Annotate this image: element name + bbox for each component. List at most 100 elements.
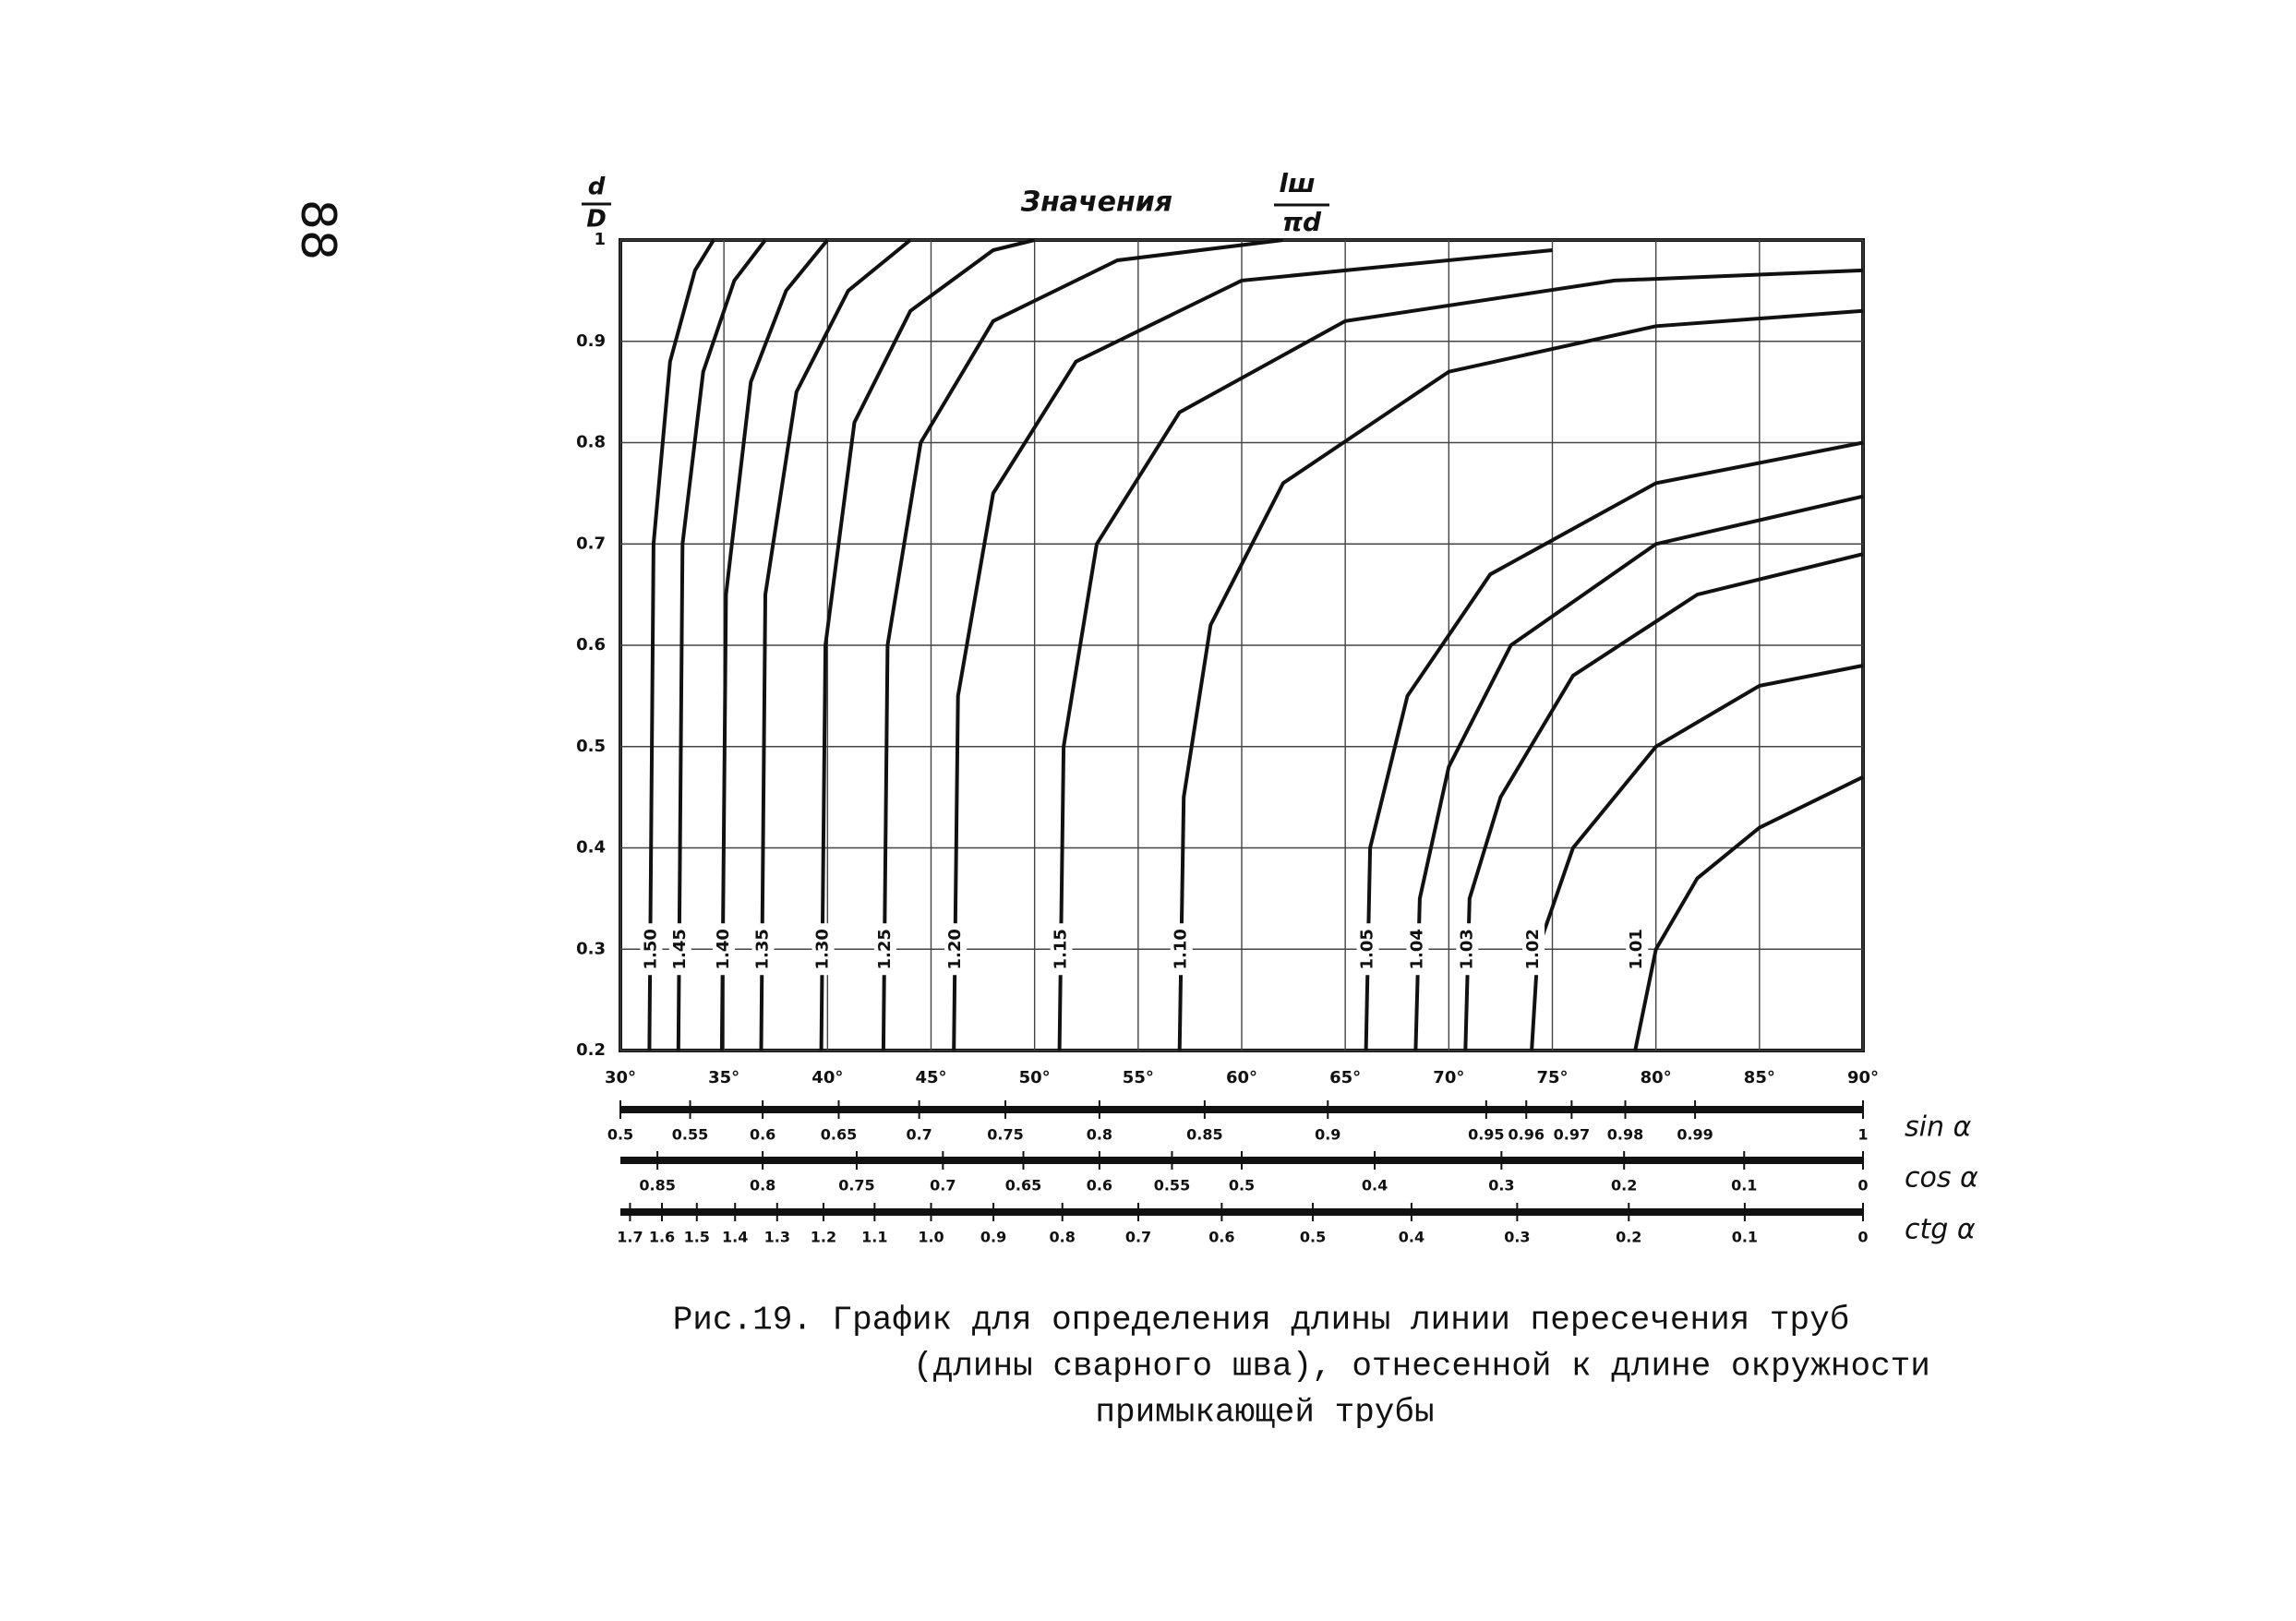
caption-line: Рис.19. График для определения длины лин… [673, 1302, 1850, 1339]
y-tick-label: 0.7 [576, 534, 606, 553]
scale-tick-label: 0.2 [1616, 1229, 1641, 1246]
x-tick-label: 45° [915, 1068, 946, 1087]
scale-tick-label: 0.1 [1732, 1229, 1758, 1246]
scale-tick-label: 0.95 [1468, 1126, 1504, 1144]
curve [676, 238, 767, 1051]
caption-line: (длины сварного шва), отнесенной к длине… [913, 1348, 1930, 1386]
label-bg [1356, 923, 1379, 976]
y-label-bottom: D [586, 206, 607, 234]
y-tick-label: 0.4 [576, 838, 606, 858]
scale-tick-label: 0.9 [980, 1229, 1006, 1246]
scale-tick-label: 1.7 [617, 1229, 643, 1246]
scale-tick-label: 0.96 [1508, 1126, 1544, 1144]
label-bg [1170, 923, 1193, 976]
scale-tick-label: 0.7 [930, 1177, 956, 1195]
y-label-top: d [588, 174, 606, 201]
scale-tick-label: 0.3 [1504, 1229, 1530, 1246]
curve-label: 1.35 [753, 929, 773, 969]
curve [759, 238, 912, 1051]
scale-tick-label: 0.3 [1488, 1177, 1514, 1195]
y-tick-label: 1 [594, 230, 606, 249]
curve [1364, 440, 1864, 1051]
scale-tick-label: 0.6 [1087, 1177, 1112, 1195]
curve-label: 1.05 [1358, 929, 1377, 969]
title-fraction-top: lш [1279, 168, 1315, 198]
scale-tick-label: 0.5 [1229, 1177, 1255, 1195]
scale-tick-label: 0.85 [1186, 1126, 1222, 1144]
scale-tick-label: 0.97 [1554, 1126, 1590, 1144]
label-bg [668, 923, 691, 976]
y-tick-label: 0.8 [576, 433, 606, 452]
x-tick-label: 30° [605, 1068, 636, 1087]
x-tick-label: 55° [1123, 1068, 1154, 1087]
scale-tick-label: 0.5 [1300, 1229, 1326, 1246]
page-number: 88 [290, 199, 345, 260]
curve [1530, 664, 1864, 1051]
curve [881, 238, 1284, 1051]
scale-tick-label: 0.7 [906, 1126, 932, 1144]
scale-tick-label: 0.9 [1315, 1126, 1340, 1144]
curve-label: 1.03 [1457, 929, 1476, 969]
label-bg [1522, 923, 1545, 976]
x-tick-label: 50° [1019, 1068, 1051, 1087]
curve-label: 1.15 [1052, 929, 1071, 969]
x-tick-label: 70° [1433, 1068, 1464, 1087]
label-bg [751, 923, 775, 976]
x-tick-label: 90° [1847, 1068, 1879, 1087]
title-fraction-bottom: πd [1282, 207, 1322, 237]
scale-tick-label: 0.4 [1399, 1229, 1424, 1246]
curve [1177, 308, 1864, 1051]
scale-tick-label: 1.2 [811, 1229, 836, 1246]
caption-line: примыкающей трубы [1095, 1394, 1434, 1432]
y-tick-label: 0.6 [576, 635, 606, 654]
label-bg [873, 923, 896, 976]
label-bg [811, 923, 835, 976]
x-tick-label: 75° [1536, 1068, 1568, 1087]
label-bg [1456, 923, 1479, 976]
label-bg [1050, 923, 1073, 976]
curve [1633, 774, 1864, 1051]
label-bg [712, 923, 735, 976]
scale-tick-label: 1.5 [684, 1229, 710, 1246]
curve [1463, 552, 1864, 1051]
scale-tick-label: 1.1 [861, 1229, 887, 1246]
curve-label: 1.02 [1523, 929, 1543, 969]
scale-tick-label: 0.75 [838, 1177, 874, 1195]
label-bg [640, 923, 663, 976]
label-bg [1406, 923, 1429, 976]
scale-tick-label: 0.7 [1125, 1229, 1151, 1246]
scale-tick-label: 0.55 [672, 1126, 708, 1144]
curve-label: 1.10 [1172, 929, 1191, 969]
x-tick-label: 85° [1744, 1068, 1775, 1087]
scale-tick-label: 0.75 [987, 1126, 1023, 1144]
curve [1057, 268, 1864, 1051]
scale-tick-label: 1.6 [649, 1229, 675, 1246]
scale-label: cos α [1905, 1162, 1978, 1195]
y-tick-label: 0.9 [576, 331, 606, 351]
scale-tick-label: 0.65 [1005, 1177, 1041, 1195]
scale-label: sin α [1905, 1111, 1972, 1144]
scale-tick-label: 1 [1857, 1126, 1868, 1144]
scale-tick-label: 0.6 [1208, 1229, 1234, 1246]
scale-tick-label: 0.65 [821, 1126, 857, 1144]
x-tick-label: 40° [811, 1068, 843, 1087]
scale-tick-label: 0.2 [1611, 1177, 1637, 1195]
x-tick-label: 65° [1329, 1068, 1361, 1087]
x-tick-label: 35° [708, 1068, 739, 1087]
scale-tick-label: 0.8 [750, 1177, 775, 1195]
scale-tick-label: 0.8 [1087, 1126, 1112, 1144]
scale-tick-label: 1.0 [918, 1229, 944, 1246]
curve-label: 1.20 [945, 929, 965, 969]
scale-tick-label: 0.5 [607, 1126, 633, 1144]
scale-tick-label: 0.98 [1607, 1126, 1643, 1144]
y-tick-label: 0.5 [576, 737, 606, 756]
scale-tick-label: 0 [1857, 1229, 1868, 1246]
curve [819, 238, 1036, 1051]
scale-tick-label: 0.8 [1050, 1229, 1076, 1246]
curve-label: 1.01 [1627, 929, 1646, 969]
curve-label: 1.45 [670, 929, 690, 969]
curve-label: 1.30 [813, 929, 833, 969]
curve-label: 1.50 [641, 929, 660, 969]
x-tick-label: 80° [1641, 1068, 1672, 1087]
